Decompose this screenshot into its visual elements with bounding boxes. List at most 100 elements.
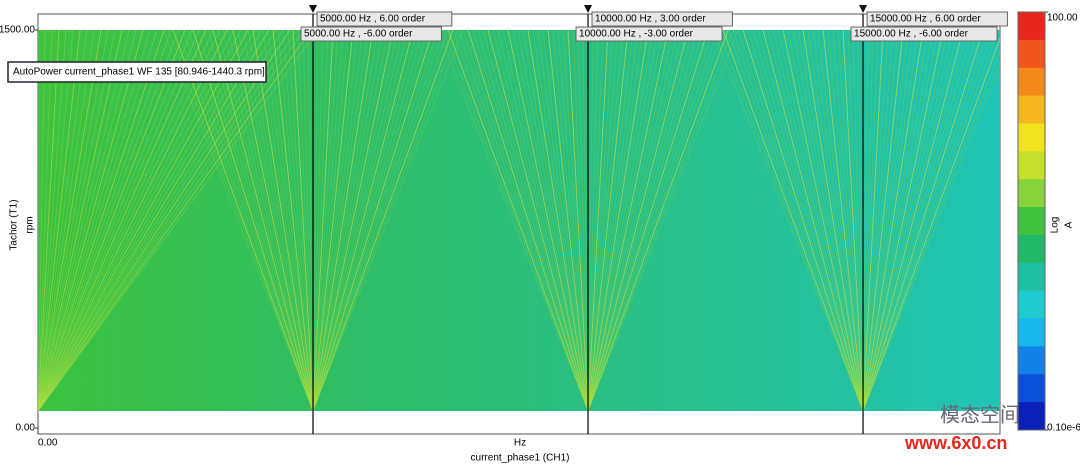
order-line (257, 30, 314, 411)
order-line (38, 30, 102, 411)
colorbar-segment (1018, 151, 1045, 180)
order-line (717, 30, 864, 411)
order-line (862, 30, 929, 411)
order-line (862, 30, 884, 411)
x-tick-label: 0.00 (38, 438, 58, 449)
order-line (807, 30, 864, 411)
order-line (862, 30, 989, 411)
order-line (462, 30, 589, 411)
order-line (862, 30, 979, 411)
order-line (552, 30, 589, 411)
order-line (222, 30, 314, 411)
order-line (38, 30, 249, 411)
order-line (247, 30, 314, 411)
colorbar-unit: A (1064, 221, 1075, 228)
order-line (182, 30, 314, 411)
order-line (587, 30, 674, 411)
annotation-box (7, 61, 267, 83)
order-line (312, 30, 384, 411)
colorbar-segment (1018, 179, 1045, 208)
order-line (312, 30, 439, 411)
order-line (587, 30, 619, 411)
order-line (587, 30, 629, 411)
colorbar-tick-label: 100.00 (1047, 13, 1078, 24)
order-line (862, 30, 889, 411)
order-line (38, 30, 151, 411)
order-line (562, 30, 589, 411)
order-line (587, 30, 689, 411)
order-line (862, 30, 999, 411)
order-line (862, 30, 964, 411)
order-line (832, 30, 864, 411)
order-line (38, 30, 193, 411)
order-line (862, 30, 924, 411)
order-line (312, 30, 454, 411)
y-unit: rpm (25, 216, 36, 233)
order-line (587, 30, 609, 411)
order-line (712, 30, 864, 411)
cursor-label-box (316, 11, 453, 27)
colorbar-segment (1018, 374, 1045, 403)
colorbar-segment (1018, 207, 1045, 236)
colorbar-segment (1018, 12, 1045, 41)
order-line (587, 30, 664, 411)
order-line (447, 30, 589, 411)
order-line (862, 49, 1000, 411)
order-line (577, 30, 589, 411)
order-line (312, 30, 319, 411)
order-line (302, 30, 314, 411)
order-line (237, 30, 314, 411)
y-tick-label: 0.00 (16, 423, 36, 434)
order-line (587, 30, 699, 411)
order-line (197, 30, 314, 411)
order-line (587, 30, 639, 411)
order-line (312, 30, 359, 411)
colorbar-frame (1017, 11, 1046, 431)
cursor-label-box (575, 26, 723, 42)
order-line (862, 30, 994, 411)
order-line (517, 30, 589, 411)
order-line (292, 30, 314, 411)
order-line (312, 30, 434, 411)
order-line (862, 30, 914, 411)
order-line (38, 30, 235, 411)
order-line (772, 30, 864, 411)
order-line (312, 30, 399, 411)
order-line (312, 30, 374, 411)
order-line (587, 30, 669, 411)
order-line (817, 30, 864, 411)
order-line (282, 30, 314, 411)
order-line (312, 30, 324, 411)
order-line (172, 30, 314, 411)
order-line (587, 30, 654, 411)
order-line (497, 30, 589, 411)
order-line (862, 61, 1000, 411)
watermark-url: www.6x0.cn (904, 433, 1007, 453)
order-line (507, 30, 589, 411)
order-line (862, 30, 974, 411)
order-line (38, 30, 144, 411)
order-line (587, 30, 684, 411)
order-line (587, 30, 679, 411)
order-line (862, 36, 1000, 411)
order-line (38, 30, 228, 411)
x-title: current_phase1 (CH1) (471, 453, 570, 464)
order-line (38, 30, 270, 411)
order-line (38, 30, 200, 411)
order-line (38, 30, 319, 411)
cursor-label: 15000.00 Hz , -6.00 order (854, 29, 969, 40)
colorbar-scale: Log (1050, 217, 1061, 234)
order-line (532, 30, 589, 411)
cursor-marker (859, 5, 868, 13)
order-line (512, 30, 589, 411)
order-line (38, 30, 95, 411)
order-line (38, 30, 298, 411)
order-line (38, 30, 67, 411)
order-line (38, 30, 305, 411)
order-line (38, 30, 214, 411)
order-line (587, 30, 714, 411)
order-line (862, 30, 879, 411)
colorbar-segment (1018, 123, 1045, 152)
order-line (722, 30, 864, 411)
order-line (757, 30, 864, 411)
